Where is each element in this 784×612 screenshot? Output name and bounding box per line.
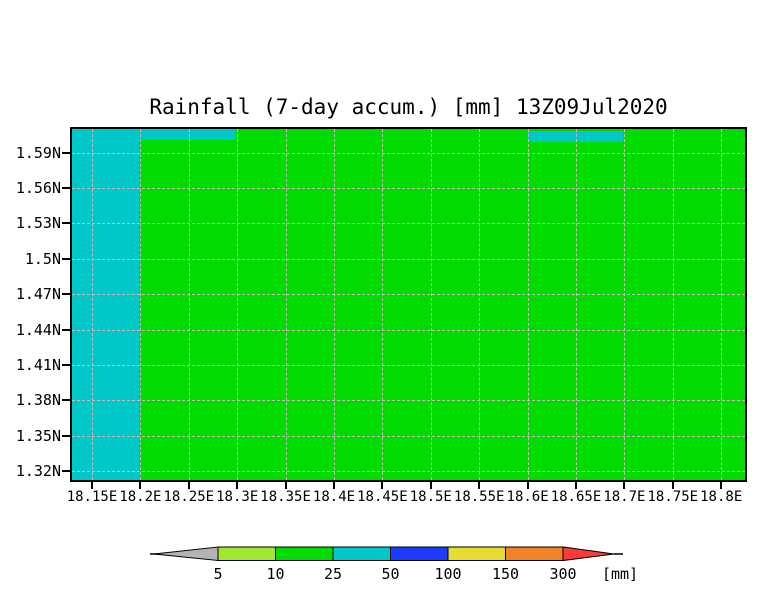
- x-tick-label: 18.65E: [550, 489, 602, 505]
- rain-region-north-2: [528, 131, 623, 142]
- colorbar-level-label: 10: [266, 565, 284, 583]
- y-tick-label: 1.41N: [15, 355, 61, 374]
- x-tick-mark: [284, 482, 287, 489]
- x-tick-mark: [429, 482, 432, 489]
- y-tick-label: 1.38N: [15, 391, 61, 410]
- v-gridline: [237, 129, 239, 480]
- colorbar-left-arrow: [153, 546, 219, 562]
- x-tick-label: 18.45E: [357, 489, 408, 505]
- x-tick-mark: [720, 482, 723, 489]
- y-tick-label: 1.59N: [15, 143, 61, 162]
- y-tick-mark: [62, 257, 70, 260]
- x-tick-mark: [187, 482, 190, 489]
- y-tick-label: 1.56N: [15, 178, 61, 197]
- x-tick-mark: [575, 482, 577, 489]
- colorbar-segment: [447, 546, 506, 561]
- v-gridline: [576, 129, 577, 480]
- x-tick-label: 18.3E: [216, 489, 259, 505]
- colorbar-level-label: 5: [213, 565, 222, 583]
- y-tick-mark: [62, 399, 70, 402]
- x-tick-mark: [381, 482, 384, 489]
- x-tick-label: 18.25E: [163, 489, 215, 505]
- v-gridline: [672, 129, 674, 480]
- colorbar-level-label: 100: [434, 565, 461, 583]
- x-tick-mark: [236, 482, 239, 489]
- colorbar-segment: [217, 546, 276, 561]
- h-gridline: [72, 223, 745, 225]
- x-tick-mark: [671, 482, 674, 489]
- x-tick-mark: [623, 482, 626, 489]
- v-gridline: [721, 129, 723, 480]
- h-gridline: [72, 258, 745, 260]
- v-gridline: [188, 129, 190, 480]
- x-tick-label: 18.15E: [66, 489, 118, 505]
- h-gridline: [72, 400, 745, 402]
- x-tick-label: 18.75E: [647, 489, 699, 505]
- colorbar-unit-label: [mm]: [602, 565, 638, 583]
- h-gridline: [72, 329, 745, 331]
- colorbar-right-arrow: [562, 546, 615, 562]
- x-tick-mark: [333, 482, 335, 489]
- y-tick-mark: [62, 222, 70, 225]
- x-tick-mark: [91, 482, 93, 489]
- colorbar-level-label: 25: [324, 565, 342, 583]
- chart-title: Rainfall (7-day accum.) [mm] 13Z09Jul202…: [149, 95, 668, 119]
- colorbar-segment: [390, 546, 449, 561]
- x-tick-label: 18.5E: [409, 489, 452, 505]
- x-tick-mark: [478, 482, 481, 489]
- y-tick-mark: [62, 293, 70, 296]
- y-tick-label: 1.35N: [15, 426, 61, 445]
- colorbar-segment: [332, 546, 391, 561]
- y-tick-label: 1.44N: [15, 320, 61, 339]
- map-plot-area: [70, 127, 747, 482]
- h-gridline: [72, 364, 745, 366]
- h-gridline: [72, 187, 745, 189]
- colorbar: 5 10 25 50 100 150 300 [mm]: [150, 546, 638, 583]
- v-gridline: [334, 129, 335, 480]
- v-gridline: [527, 129, 529, 480]
- colorbar-level-label: 300: [549, 565, 576, 583]
- x-tick-label: 18.4E: [312, 489, 356, 505]
- v-gridline: [624, 129, 626, 480]
- y-tick-mark: [62, 363, 70, 366]
- rain-region-west: [72, 129, 139, 480]
- x-tick-label: 18.7E: [603, 489, 646, 505]
- colorbar-level-label: 50: [381, 565, 399, 583]
- x-tick-mark: [139, 482, 142, 489]
- colorbar-segment: [275, 546, 334, 561]
- x-tick-label: 18.8E: [700, 489, 743, 505]
- y-tick-mark: [62, 186, 70, 189]
- x-tick-label: 18.6E: [506, 489, 549, 505]
- v-gridline: [92, 129, 93, 480]
- v-gridline: [382, 129, 384, 480]
- y-tick-label: 1.47N: [15, 285, 61, 304]
- colorbar-segment: [505, 546, 564, 561]
- v-gridline: [140, 129, 142, 480]
- y-tick-mark: [62, 434, 70, 437]
- y-tick-mark: [62, 470, 70, 473]
- y-tick-mark: [62, 151, 70, 154]
- h-gridline: [72, 152, 745, 154]
- gridlines: [72, 129, 745, 480]
- h-gridline: [72, 435, 745, 437]
- x-tick-mark: [526, 482, 529, 489]
- h-gridline: [72, 294, 745, 296]
- v-gridline: [285, 129, 287, 480]
- rain-region-north-1: [139, 129, 235, 140]
- y-tick-label: 1.53N: [15, 214, 61, 233]
- x-tick-label: 18.35E: [260, 489, 311, 505]
- y-tick-label: 1.5N: [24, 249, 61, 268]
- y-tick-mark: [62, 328, 70, 331]
- colorbar-level-label: 150: [492, 565, 519, 583]
- x-tick-label: 18.2E: [119, 489, 162, 505]
- x-tick-label: 18.55E: [453, 489, 505, 505]
- h-gridline: [72, 471, 745, 473]
- v-gridline: [479, 129, 481, 480]
- y-tick-label: 1.32N: [15, 462, 61, 481]
- v-gridline: [430, 129, 432, 480]
